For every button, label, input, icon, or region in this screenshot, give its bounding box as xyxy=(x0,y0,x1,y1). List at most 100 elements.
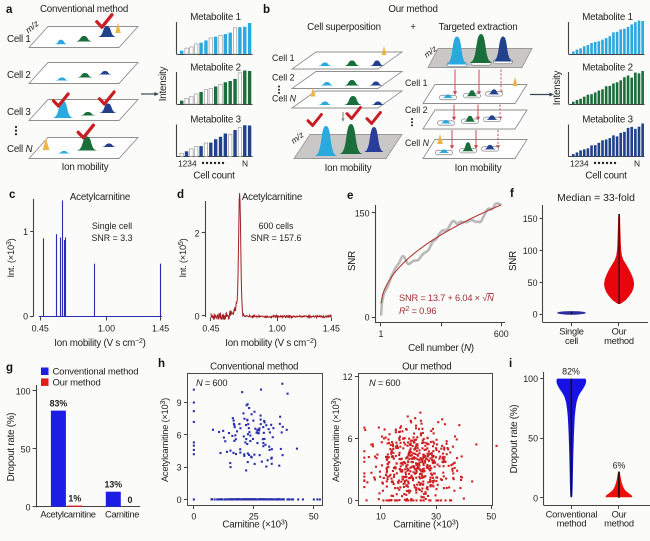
svg-text:1.00: 1.00 xyxy=(98,324,115,334)
svg-text:0: 0 xyxy=(23,312,28,322)
svg-text:N: N xyxy=(242,159,248,169)
svg-text:d: d xyxy=(177,189,184,201)
svg-text:Acetylcarnitine: Acetylcarnitine xyxy=(242,192,302,203)
svg-text:Ion mobility: Ion mobility xyxy=(455,163,502,174)
svg-text:Cell 1: Cell 1 xyxy=(7,34,31,45)
svg-text:1234: 1234 xyxy=(178,159,197,169)
svg-text:82%: 82% xyxy=(562,367,580,377)
svg-text:Cell 1: Cell 1 xyxy=(272,53,295,63)
svg-text:Intensity: Intensity xyxy=(158,66,169,101)
svg-text:Ion mobility (V s cm−2): Ion mobility (V s cm−2) xyxy=(225,338,316,350)
svg-text:Targeted extraction: Targeted extraction xyxy=(439,22,518,33)
svg-text:600: 600 xyxy=(494,329,509,339)
svg-text:6%: 6% xyxy=(613,461,626,471)
svg-text:Carnitine: Carnitine xyxy=(105,510,139,520)
svg-text:Cell 2: Cell 2 xyxy=(272,73,295,83)
svg-text:Cell 2: Cell 2 xyxy=(7,70,31,81)
svg-text:12: 12 xyxy=(343,372,353,382)
svg-text:h: h xyxy=(158,358,165,370)
svg-text:Acetylcarnitine: Acetylcarnitine xyxy=(70,192,130,203)
svg-text:Metabolite 2: Metabolite 2 xyxy=(190,63,241,74)
svg-text:Int. (×105): Int. (×105) xyxy=(178,238,189,277)
svg-text:0: 0 xyxy=(365,313,370,323)
svg-text:Median = 33-fold: Median = 33-fold xyxy=(557,193,635,204)
svg-text:Cell N: Cell N xyxy=(7,144,33,155)
svg-text:83%: 83% xyxy=(50,399,68,409)
svg-text:method: method xyxy=(604,336,634,346)
svg-text:0: 0 xyxy=(533,493,538,503)
svg-text:0: 0 xyxy=(195,311,200,321)
svg-text:Cell 2: Cell 2 xyxy=(405,105,428,115)
svg-text:e: e xyxy=(347,190,354,202)
svg-text:30: 30 xyxy=(431,512,441,522)
svg-text:Cell count: Cell count xyxy=(193,171,235,182)
svg-text:Single: Single xyxy=(559,327,584,337)
svg-text:Dropout rate (%): Dropout rate (%) xyxy=(6,413,17,482)
svg-text:Cell N: Cell N xyxy=(405,138,430,148)
svg-text:Ion mobility (V s cm−2): Ion mobility (V s cm−2) xyxy=(54,338,145,350)
svg-text:f: f xyxy=(510,188,514,200)
svg-text:a: a xyxy=(6,4,13,16)
svg-text:50: 50 xyxy=(486,512,496,522)
svg-text:150: 150 xyxy=(523,214,538,224)
svg-text:i: i xyxy=(509,358,512,370)
svg-text:0.45: 0.45 xyxy=(32,324,49,334)
svg-text:N = 600: N = 600 xyxy=(196,378,227,388)
svg-text:+: + xyxy=(410,22,416,33)
svg-text:9: 9 xyxy=(177,398,182,408)
svg-text:Acetylcarnitine: Acetylcarnitine xyxy=(40,510,95,520)
svg-text:Conventional: Conventional xyxy=(546,510,598,520)
svg-text:SNR = 157.6: SNR = 157.6 xyxy=(251,233,302,243)
svg-text:Our method: Our method xyxy=(53,378,101,389)
svg-text:Metabolite 2: Metabolite 2 xyxy=(582,63,633,74)
svg-text:SNR: SNR xyxy=(347,251,358,271)
svg-text:N = 600: N = 600 xyxy=(369,378,400,388)
svg-text:1: 1 xyxy=(379,329,384,339)
svg-text:method: method xyxy=(604,519,634,529)
svg-text:Ion mobility: Ion mobility xyxy=(62,162,109,173)
svg-text:1: 1 xyxy=(23,227,28,237)
svg-text:10: 10 xyxy=(376,512,386,522)
svg-text:Single cell: Single cell xyxy=(92,221,132,231)
svg-text:b: b xyxy=(263,4,270,16)
svg-text:Cell superposition: Cell superposition xyxy=(307,22,381,33)
svg-text:1.45: 1.45 xyxy=(152,324,169,334)
svg-text:SNR: SNR xyxy=(508,251,519,271)
svg-text:Acetylcarnitine (×103): Acetylcarnitine (×103) xyxy=(160,398,171,482)
svg-text:Dropout rate (%): Dropout rate (%) xyxy=(509,405,520,474)
svg-text:method: method xyxy=(557,519,587,529)
svg-text:Carnitine (×103): Carnitine (×103) xyxy=(393,519,458,531)
svg-text:0: 0 xyxy=(26,502,31,512)
svg-text:13%: 13% xyxy=(104,480,122,490)
svg-text:Metabolite 1: Metabolite 1 xyxy=(582,12,633,23)
svg-text:Metabolite 3: Metabolite 3 xyxy=(190,115,241,126)
svg-text:0: 0 xyxy=(128,495,133,505)
svg-text:0: 0 xyxy=(191,512,196,522)
svg-text:Our method: Our method xyxy=(402,362,451,373)
svg-text:Ion mobility: Ion mobility xyxy=(325,163,372,174)
svg-text:Conventional method: Conventional method xyxy=(210,362,298,373)
svg-text:Acetylcarnitine (×103): Acetylcarnitine (×103) xyxy=(331,398,342,482)
svg-text:0: 0 xyxy=(348,496,353,506)
svg-text:3: 3 xyxy=(177,463,182,473)
svg-text:Metabolite 3: Metabolite 3 xyxy=(582,115,633,126)
svg-text:6: 6 xyxy=(177,430,182,440)
svg-text:2: 2 xyxy=(195,229,200,239)
svg-text:6: 6 xyxy=(348,434,353,444)
svg-text:Our: Our xyxy=(612,510,627,520)
svg-text:Carnitine (×103): Carnitine (×103) xyxy=(222,519,287,531)
svg-text:25: 25 xyxy=(249,512,259,522)
svg-text:1%: 1% xyxy=(68,494,81,504)
svg-text:1234: 1234 xyxy=(570,159,589,169)
svg-text:Cell N: Cell N xyxy=(272,94,297,104)
svg-text:Cell 1: Cell 1 xyxy=(405,78,428,88)
svg-text:0.45: 0.45 xyxy=(202,324,219,334)
svg-text:600 cells: 600 cells xyxy=(259,221,294,231)
svg-text:g: g xyxy=(6,362,13,374)
svg-text:0: 0 xyxy=(533,310,538,320)
svg-text:150: 150 xyxy=(355,208,370,218)
svg-text:50: 50 xyxy=(309,512,319,522)
svg-text:50: 50 xyxy=(21,444,31,454)
svg-text:Our method: Our method xyxy=(388,4,437,15)
svg-text:Cell 3: Cell 3 xyxy=(7,107,31,118)
